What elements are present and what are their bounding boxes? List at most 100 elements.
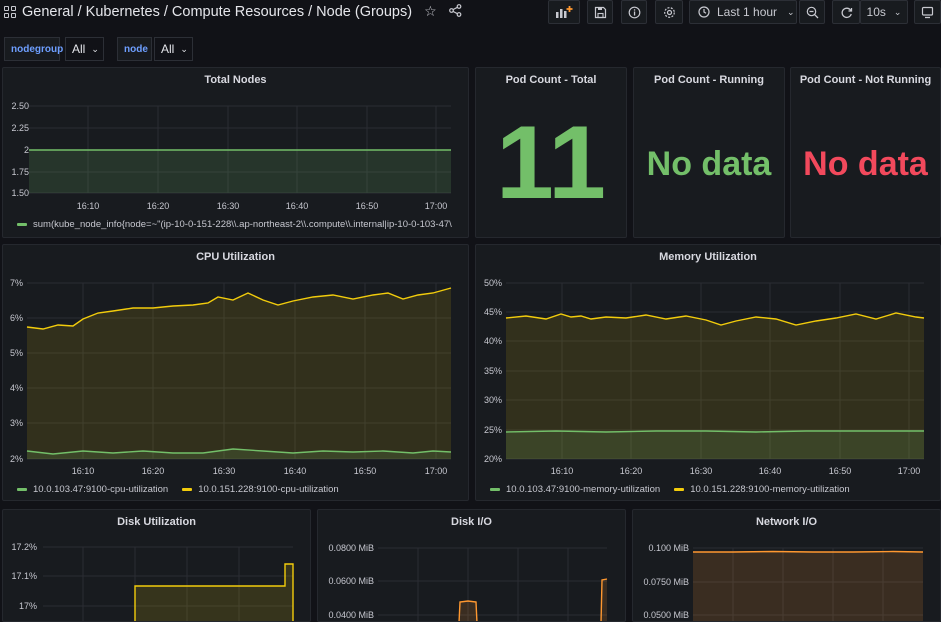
stat-value: No data bbox=[646, 145, 772, 183]
x-tick: 16:10 bbox=[551, 466, 574, 476]
y-tick: 30% bbox=[484, 395, 502, 405]
share-icon[interactable] bbox=[448, 3, 462, 20]
series-area bbox=[506, 431, 924, 459]
time-range-picker[interactable]: Last 1 hour ⌄ bbox=[689, 0, 797, 24]
save-dashboard-button[interactable] bbox=[587, 0, 613, 24]
add-panel-icon bbox=[556, 6, 573, 18]
panel-disk-utilization[interactable]: Disk Utilization 17.2% 17.1% 17% bbox=[2, 509, 311, 622]
y-tick: 2.50 bbox=[11, 101, 29, 111]
panel-title[interactable]: CPU Utilization bbox=[196, 251, 275, 263]
panel-disk-io[interactable]: Disk I/O 0.0800 MiB 0.0600 MiB 0.0400 Mi… bbox=[317, 509, 626, 622]
y-tick: 0.0600 MiB bbox=[328, 576, 374, 586]
refresh-interval-picker[interactable]: 10s ⌄ bbox=[860, 0, 908, 24]
panel-memory-utilization[interactable]: Memory Utilization 50% 45% 40% 35% 30% 2… bbox=[475, 244, 941, 501]
y-tick: 40% bbox=[484, 336, 502, 346]
chevron-down-icon: ⌄ bbox=[893, 6, 902, 17]
legend-item[interactable]: 10.0.151.228:9100-memory-utilization bbox=[674, 484, 850, 495]
dashboard-info-button[interactable] bbox=[621, 0, 647, 24]
series-line bbox=[693, 550, 924, 553]
y-tick: 0.0750 MiB bbox=[643, 577, 689, 587]
variable-select-nodegroup[interactable]: All ⌄ bbox=[65, 37, 104, 61]
panel-title[interactable]: Total Nodes bbox=[204, 74, 267, 86]
star-icon[interactable]: ☆ bbox=[424, 3, 437, 19]
x-tick: 16:50 bbox=[829, 466, 852, 476]
legend-swatch bbox=[674, 488, 685, 491]
legend-label: sum(kube_node_info{node=~"(ip-10-0-151-2… bbox=[33, 219, 452, 230]
panel-title[interactable]: Pod Count - Not Running bbox=[799, 74, 932, 86]
x-tick: 16:20 bbox=[147, 201, 170, 211]
panel-title[interactable]: Pod Count - Running bbox=[654, 74, 764, 86]
legend-item[interactable]: 10.0.151.228:9100-cpu-utilization bbox=[182, 484, 339, 495]
y-tick: 2 bbox=[24, 145, 29, 155]
legend-item[interactable]: 10.0.103.47:9100-memory-utilization bbox=[490, 484, 660, 495]
series-line bbox=[600, 578, 608, 621]
variable-select-node[interactable]: All ⌄ bbox=[154, 37, 193, 61]
panel-pod-count-running[interactable]: Pod Count - Running No data bbox=[633, 67, 785, 238]
x-tick: 16:30 bbox=[213, 466, 236, 476]
info-icon bbox=[628, 6, 640, 18]
dashboard-settings-button[interactable] bbox=[655, 0, 683, 24]
panel-total-nodes[interactable]: Total Nodes 2.50 2.25 2 1.75 1.50 16:10 … bbox=[2, 67, 469, 238]
panel-title[interactable]: Disk Utilization bbox=[117, 516, 196, 528]
chart-legend: 10.0.103.47:9100-memory-utilization 10.0… bbox=[490, 484, 850, 495]
chart-legend: sum(kube_node_info{node=~"(ip-10-0-151-2… bbox=[17, 219, 467, 230]
refresh-icon bbox=[841, 7, 852, 18]
zoom-out-button[interactable] bbox=[799, 0, 825, 24]
y-tick: 0.100 MiB bbox=[648, 543, 689, 553]
y-tick: 5% bbox=[10, 348, 23, 358]
x-tick: 17:00 bbox=[898, 466, 921, 476]
refresh-button[interactable] bbox=[832, 0, 860, 24]
legend-label: 10.0.103.47:9100-cpu-utilization bbox=[33, 484, 169, 495]
time-range-label: Last 1 hour bbox=[717, 5, 778, 19]
zoom-out-icon bbox=[806, 6, 818, 18]
legend-swatch bbox=[182, 488, 193, 491]
top-bar: General / Kubernetes / Compute Resources… bbox=[0, 0, 941, 26]
dashboard-title-area: General / Kubernetes / Compute Resources… bbox=[4, 3, 462, 20]
y-tick: 0.0500 MiB bbox=[643, 610, 689, 620]
series-area bbox=[601, 579, 607, 621]
panel-title[interactable]: Pod Count - Total bbox=[505, 74, 597, 86]
y-tick: 0.0400 MiB bbox=[328, 610, 374, 620]
cpu-chart: 7% 6% 5% 4% 3% 2% 16:10 16:20 16:30 16:4… bbox=[10, 278, 452, 476]
memory-chart: 50% 45% 40% 35% 30% 25% 20% 16:10 16:20 … bbox=[484, 278, 925, 476]
y-tick: 6% bbox=[10, 313, 23, 323]
panel-title[interactable]: Memory Utilization bbox=[659, 251, 757, 263]
x-tick: 16:30 bbox=[217, 201, 240, 211]
y-tick: 17% bbox=[19, 601, 37, 611]
legend-swatch bbox=[490, 488, 500, 491]
series-area bbox=[29, 150, 451, 193]
series-area bbox=[135, 564, 293, 621]
chevron-down-icon: ⌄ bbox=[180, 43, 188, 54]
panel-title[interactable]: Disk I/O bbox=[451, 516, 492, 528]
x-tick: 16:10 bbox=[72, 466, 95, 476]
breadcrumb[interactable]: General / Kubernetes / Compute Resources… bbox=[22, 3, 413, 20]
save-icon bbox=[594, 6, 606, 18]
tv-mode-button[interactable] bbox=[914, 0, 941, 24]
legend-item[interactable]: 10.0.103.47:9100-cpu-utilization bbox=[17, 484, 168, 495]
series-line bbox=[458, 600, 478, 621]
chevron-down-icon: ⌄ bbox=[787, 6, 795, 17]
variable-label-nodegroup: nodegroup bbox=[4, 37, 63, 61]
total-nodes-chart: 2.50 2.25 2 1.75 1.50 16:10 16:20 16:30 … bbox=[11, 101, 451, 211]
panel-cpu-utilization[interactable]: CPU Utilization 7% 6% 5% 4% 3% 2% 16:10 … bbox=[2, 244, 469, 501]
x-tick: 16:50 bbox=[356, 201, 379, 211]
series-line-103-47 bbox=[26, 448, 452, 455]
add-panel-button[interactable] bbox=[548, 0, 580, 24]
variable-value-node: All bbox=[161, 42, 175, 56]
settings-icon bbox=[663, 6, 675, 18]
tv-mode-icon bbox=[921, 6, 934, 18]
y-tick: 17.1% bbox=[11, 571, 37, 581]
panel-title[interactable]: Network I/O bbox=[755, 516, 818, 528]
y-tick: 45% bbox=[484, 307, 502, 317]
y-tick: 2% bbox=[10, 454, 23, 464]
panel-network-io[interactable]: Network I/O 0.100 MiB 0.0750 MiB 0.0500 … bbox=[632, 509, 941, 622]
series-line-103-47 bbox=[505, 430, 924, 433]
series-line-151-228 bbox=[26, 287, 452, 330]
refresh-interval-label: 10s bbox=[866, 5, 886, 19]
legend-swatch bbox=[17, 488, 27, 491]
panel-pod-count-total[interactable]: Pod Count - Total 11 bbox=[475, 67, 627, 238]
dashboards-grid-icon[interactable] bbox=[4, 5, 16, 18]
legend-item[interactable]: sum(kube_node_info{node=~"(ip-10-0-151-2… bbox=[17, 219, 452, 230]
panel-pod-count-not-running[interactable]: Pod Count - Not Running No data bbox=[790, 67, 941, 238]
y-tick: 3% bbox=[10, 418, 23, 428]
